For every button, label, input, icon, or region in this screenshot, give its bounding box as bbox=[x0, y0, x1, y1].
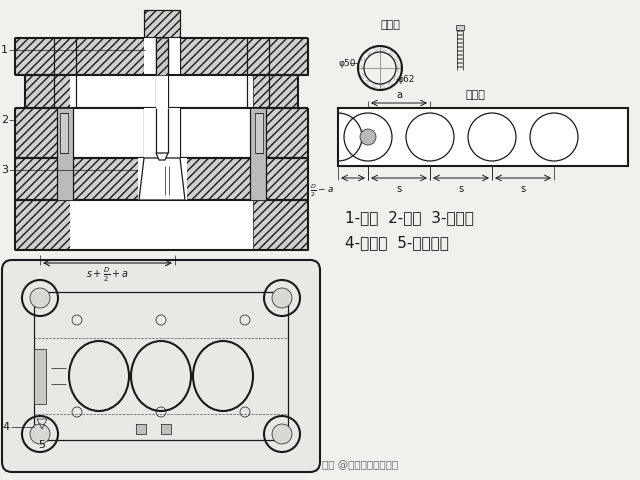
Bar bbox=[15, 108, 60, 158]
Text: a: a bbox=[396, 90, 402, 100]
Text: 排样图: 排样图 bbox=[465, 90, 485, 100]
Circle shape bbox=[30, 288, 50, 308]
Text: 2: 2 bbox=[1, 115, 8, 125]
Text: 1-凸模  2-凹模  3-挡料杆: 1-凸模 2-凹模 3-挡料杆 bbox=[345, 210, 474, 225]
Bar bbox=[338, 108, 628, 166]
Text: 头条 @金属板材成形之家: 头条 @金属板材成形之家 bbox=[322, 460, 398, 470]
Polygon shape bbox=[156, 153, 168, 160]
Bar bbox=[15, 38, 308, 75]
Text: 4-侧压板  5-侧压簧片: 4-侧压板 5-侧压簧片 bbox=[345, 235, 449, 250]
Text: s: s bbox=[396, 184, 401, 194]
Bar bbox=[138, 158, 187, 200]
Bar bbox=[25, 75, 70, 108]
Text: $\frac{D}{2}-a$: $\frac{D}{2}-a$ bbox=[310, 182, 334, 199]
Bar bbox=[34, 349, 46, 404]
Bar bbox=[161, 424, 171, 434]
Text: s: s bbox=[458, 184, 463, 194]
Bar bbox=[253, 75, 298, 108]
Bar bbox=[60, 108, 263, 158]
Text: φ50: φ50 bbox=[339, 59, 356, 68]
Text: φ62: φ62 bbox=[398, 74, 415, 84]
Text: $s+\frac{D}{2}+a$: $s+\frac{D}{2}+a$ bbox=[86, 266, 129, 284]
Text: 3: 3 bbox=[1, 165, 8, 175]
Bar bbox=[70, 200, 253, 250]
Bar bbox=[456, 25, 464, 30]
Text: 1: 1 bbox=[1, 45, 8, 55]
Bar bbox=[34, 292, 288, 440]
Bar bbox=[70, 75, 253, 108]
Bar bbox=[253, 200, 308, 250]
Bar bbox=[156, 38, 168, 75]
Bar bbox=[263, 108, 308, 158]
Text: s: s bbox=[520, 184, 525, 194]
Text: 工件图: 工件图 bbox=[380, 20, 400, 30]
FancyBboxPatch shape bbox=[2, 260, 320, 472]
Ellipse shape bbox=[360, 129, 376, 145]
Polygon shape bbox=[139, 158, 185, 200]
Bar bbox=[57, 108, 73, 200]
Circle shape bbox=[272, 288, 292, 308]
Bar bbox=[156, 38, 168, 75]
Bar bbox=[156, 75, 168, 110]
Bar bbox=[144, 10, 180, 38]
Text: 4: 4 bbox=[3, 422, 10, 432]
Bar bbox=[250, 108, 266, 200]
Text: 5: 5 bbox=[38, 440, 45, 450]
Bar bbox=[15, 200, 70, 250]
Circle shape bbox=[30, 424, 50, 444]
Circle shape bbox=[272, 424, 292, 444]
Bar bbox=[255, 113, 263, 153]
Bar bbox=[60, 113, 68, 153]
Bar bbox=[144, 38, 180, 75]
Bar bbox=[144, 108, 180, 158]
Bar bbox=[15, 158, 308, 200]
Bar bbox=[136, 424, 146, 434]
